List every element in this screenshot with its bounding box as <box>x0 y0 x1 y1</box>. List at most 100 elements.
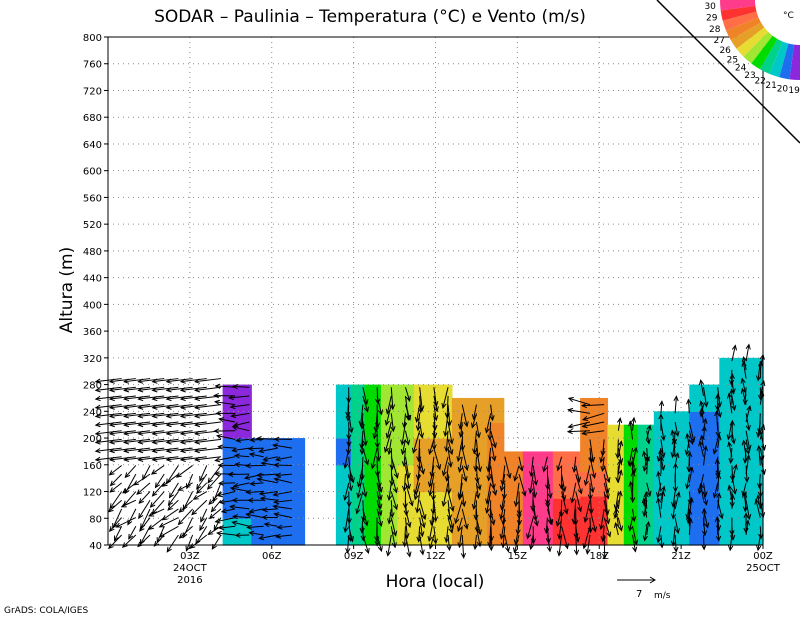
wind-arrow-head <box>175 472 182 478</box>
wind-arrow-head <box>151 430 158 436</box>
wind-arrow <box>458 413 464 430</box>
legend-label: 21 <box>765 81 776 91</box>
wind-arrow-head <box>431 444 437 451</box>
wind-arrow-shaft <box>360 404 364 426</box>
wind-arrow-head <box>456 456 462 463</box>
wind-arrow-shaft <box>362 395 369 412</box>
wind-arrow <box>433 447 442 471</box>
wind-arrow <box>603 465 611 484</box>
wind-arrow <box>432 421 438 439</box>
wind-arrow <box>716 434 722 449</box>
wind-arrow-shaft <box>185 534 194 551</box>
wind-arrow-head <box>167 500 174 507</box>
wind-arrow-head <box>515 529 521 536</box>
wind-arrow <box>165 404 193 410</box>
wind-arrow <box>235 437 250 443</box>
wind-arrow-head <box>218 499 225 505</box>
wind-arrow-shaft <box>632 456 636 473</box>
wind-arrow-shaft <box>713 439 719 454</box>
wind-arrow-shaft <box>124 456 151 461</box>
wind-arrow-shaft <box>390 456 399 478</box>
wind-arrow-shaft <box>657 471 662 492</box>
wind-arrow-shaft <box>95 378 122 383</box>
wind-arrow-shaft <box>247 525 264 529</box>
wind-arrow-head <box>179 395 186 402</box>
wind-arrow-shaft <box>235 455 250 458</box>
axes: 4080120160200240280320360400440480520560… <box>83 33 781 586</box>
wind-arrow-shaft <box>557 456 563 471</box>
wind-arrow-shaft <box>180 430 207 435</box>
wind-arrow-head <box>463 464 469 472</box>
wind-arrow-head <box>413 494 419 501</box>
wind-arrow-head <box>179 404 186 410</box>
wind-arrow <box>501 482 507 500</box>
wind-arrow-shaft <box>386 421 392 438</box>
wind-arrow-head <box>272 504 279 510</box>
wind-arrow <box>674 421 680 438</box>
wind-arrow <box>571 456 578 473</box>
temp-cell <box>451 422 488 448</box>
wind-arrow-shaft <box>95 412 122 417</box>
wind-arrow-head <box>500 479 506 486</box>
wind-arrow-shaft <box>138 386 165 391</box>
wind-arrow <box>581 421 605 429</box>
wind-arrow-head <box>108 448 115 454</box>
wind-arrow <box>581 430 605 436</box>
wind-arrow-head <box>604 487 610 494</box>
wind-arrow <box>151 430 179 436</box>
wind-arrow-head <box>139 539 145 546</box>
wind-arrow-shaft <box>233 421 250 427</box>
wind-arrow <box>688 466 694 483</box>
wind-arrow-head <box>273 499 280 505</box>
wind-arrow-shaft <box>195 438 222 443</box>
wind-arrow <box>518 456 524 472</box>
wind-arrow-head <box>413 489 419 496</box>
wind-arrow-head <box>758 395 764 401</box>
wind-arrow-shaft <box>686 500 690 519</box>
wind-arrow-head <box>229 504 236 510</box>
wind-arrow-shaft <box>390 517 397 536</box>
wind-arrow-head <box>123 413 130 419</box>
wind-arrow-shaft <box>259 491 278 495</box>
wind-arrow <box>108 517 123 532</box>
wind-arrow-head <box>746 405 752 412</box>
wind-arrow-head <box>686 466 692 473</box>
wind-arrow <box>475 439 481 459</box>
wind-arrow-head <box>347 485 354 492</box>
wind-arrow-head <box>247 445 254 452</box>
wind-arrow-head <box>356 492 362 499</box>
wind-arrow-head <box>458 423 464 430</box>
wind-arrow-head <box>446 514 453 521</box>
wind-arrow <box>273 512 293 519</box>
temp-cell <box>653 522 690 546</box>
wind-arrow <box>515 517 521 536</box>
wind-arrow <box>729 419 735 440</box>
wind-arrow <box>375 387 381 405</box>
wind-arrow-head <box>415 474 422 481</box>
wind-arrow-head <box>686 398 692 405</box>
wind-arrow-shaft <box>169 482 179 498</box>
wind-arrow-head <box>660 452 666 459</box>
wind-arrow-head <box>583 516 589 524</box>
wind-arrow-shaft <box>699 441 704 457</box>
wind-arrow-shaft <box>615 522 619 536</box>
wind-arrow <box>731 344 738 362</box>
wind-arrow-shaft <box>419 387 423 411</box>
wind-arrow <box>256 472 278 478</box>
wind-arrow <box>158 517 179 528</box>
wind-arrow <box>487 500 494 520</box>
wind-arrow <box>585 534 591 555</box>
wind-arrow-shaft <box>236 438 250 442</box>
wind-arrow-head <box>392 530 398 537</box>
wind-arrow-head <box>123 387 130 393</box>
wind-arrow-head <box>167 505 174 511</box>
wind-arrow <box>656 447 662 463</box>
wind-arrow-shaft <box>217 532 236 536</box>
wind-arrow-head <box>714 515 720 522</box>
wind-arrow-shaft <box>376 534 382 552</box>
wind-arrow-shaft <box>614 500 619 518</box>
wind-arrow-head <box>255 436 262 442</box>
wind-arrow <box>401 413 408 429</box>
wind-arrow-head <box>343 494 349 501</box>
wind-arrow-shaft <box>180 378 207 383</box>
